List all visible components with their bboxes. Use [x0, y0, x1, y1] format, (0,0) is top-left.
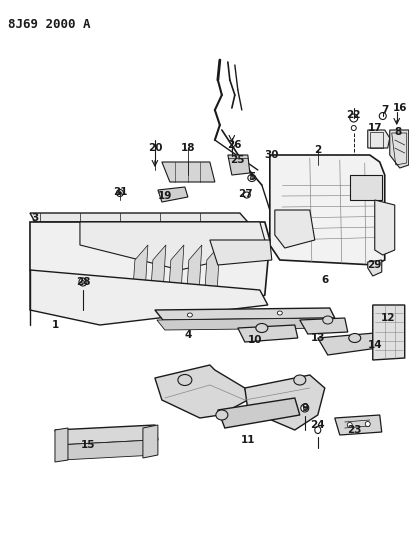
Text: 24: 24: [310, 420, 325, 430]
Text: 29: 29: [368, 260, 382, 270]
Polygon shape: [162, 162, 215, 182]
Polygon shape: [186, 245, 202, 305]
Text: 8J69 2000 A: 8J69 2000 A: [8, 18, 90, 31]
Polygon shape: [150, 245, 166, 305]
Ellipse shape: [187, 313, 192, 317]
Polygon shape: [30, 222, 270, 320]
Polygon shape: [30, 213, 248, 222]
Polygon shape: [218, 398, 300, 428]
Text: 21: 21: [112, 187, 127, 197]
Ellipse shape: [81, 280, 84, 284]
Text: 27: 27: [238, 189, 253, 199]
Polygon shape: [158, 187, 188, 202]
Ellipse shape: [243, 192, 250, 198]
Text: 23: 23: [348, 425, 362, 435]
Text: 4: 4: [184, 330, 191, 340]
Text: 22: 22: [346, 110, 361, 120]
Text: 8: 8: [394, 127, 401, 137]
Polygon shape: [375, 200, 395, 255]
Polygon shape: [157, 318, 333, 330]
Ellipse shape: [347, 423, 352, 427]
Text: 12: 12: [380, 313, 395, 323]
Text: 1: 1: [52, 320, 58, 330]
Text: 20: 20: [148, 143, 162, 153]
Text: 14: 14: [367, 340, 382, 350]
Text: 16: 16: [393, 103, 407, 113]
Ellipse shape: [379, 112, 386, 119]
Polygon shape: [168, 245, 184, 305]
Text: 13: 13: [310, 333, 325, 343]
Ellipse shape: [216, 410, 228, 420]
Polygon shape: [270, 155, 385, 265]
Polygon shape: [245, 375, 325, 430]
Ellipse shape: [248, 174, 256, 182]
Ellipse shape: [301, 404, 309, 412]
Polygon shape: [204, 245, 220, 305]
Polygon shape: [300, 318, 348, 334]
Polygon shape: [238, 325, 298, 342]
Polygon shape: [335, 415, 382, 435]
Polygon shape: [55, 425, 158, 445]
Text: 17: 17: [367, 123, 382, 133]
Polygon shape: [368, 260, 382, 276]
Polygon shape: [155, 308, 335, 320]
Ellipse shape: [277, 311, 282, 315]
Polygon shape: [155, 365, 248, 418]
Text: 3: 3: [31, 213, 38, 223]
Ellipse shape: [303, 407, 306, 409]
Text: 26: 26: [227, 140, 242, 150]
Text: 18: 18: [181, 143, 195, 153]
Polygon shape: [390, 130, 409, 168]
Polygon shape: [210, 240, 272, 265]
Polygon shape: [57, 440, 156, 460]
Polygon shape: [350, 175, 382, 200]
Text: 19: 19: [158, 191, 172, 201]
Ellipse shape: [117, 190, 124, 197]
Text: 10: 10: [247, 335, 262, 345]
Ellipse shape: [350, 114, 358, 122]
Ellipse shape: [79, 278, 87, 286]
Text: 28: 28: [76, 277, 90, 287]
Polygon shape: [55, 428, 68, 462]
Ellipse shape: [365, 422, 370, 426]
Ellipse shape: [349, 334, 361, 343]
Text: 11: 11: [240, 435, 255, 445]
Polygon shape: [143, 425, 158, 458]
Ellipse shape: [256, 324, 268, 333]
Polygon shape: [275, 210, 315, 248]
Ellipse shape: [323, 316, 333, 324]
Text: 9: 9: [301, 403, 308, 413]
Text: 5: 5: [248, 172, 256, 182]
Ellipse shape: [178, 375, 192, 385]
Ellipse shape: [351, 125, 356, 131]
Polygon shape: [368, 130, 390, 148]
Ellipse shape: [294, 375, 306, 385]
Ellipse shape: [315, 426, 321, 433]
Text: 7: 7: [381, 105, 389, 115]
Polygon shape: [228, 155, 250, 175]
Text: 15: 15: [81, 440, 95, 450]
Ellipse shape: [119, 191, 121, 195]
Polygon shape: [318, 333, 378, 355]
Text: 2: 2: [314, 145, 321, 155]
Polygon shape: [132, 245, 148, 305]
Ellipse shape: [250, 176, 253, 180]
Polygon shape: [80, 222, 268, 270]
Polygon shape: [30, 270, 268, 325]
Text: 25: 25: [231, 155, 245, 165]
Polygon shape: [373, 305, 405, 360]
Text: 6: 6: [321, 275, 328, 285]
Text: 30: 30: [265, 150, 279, 160]
